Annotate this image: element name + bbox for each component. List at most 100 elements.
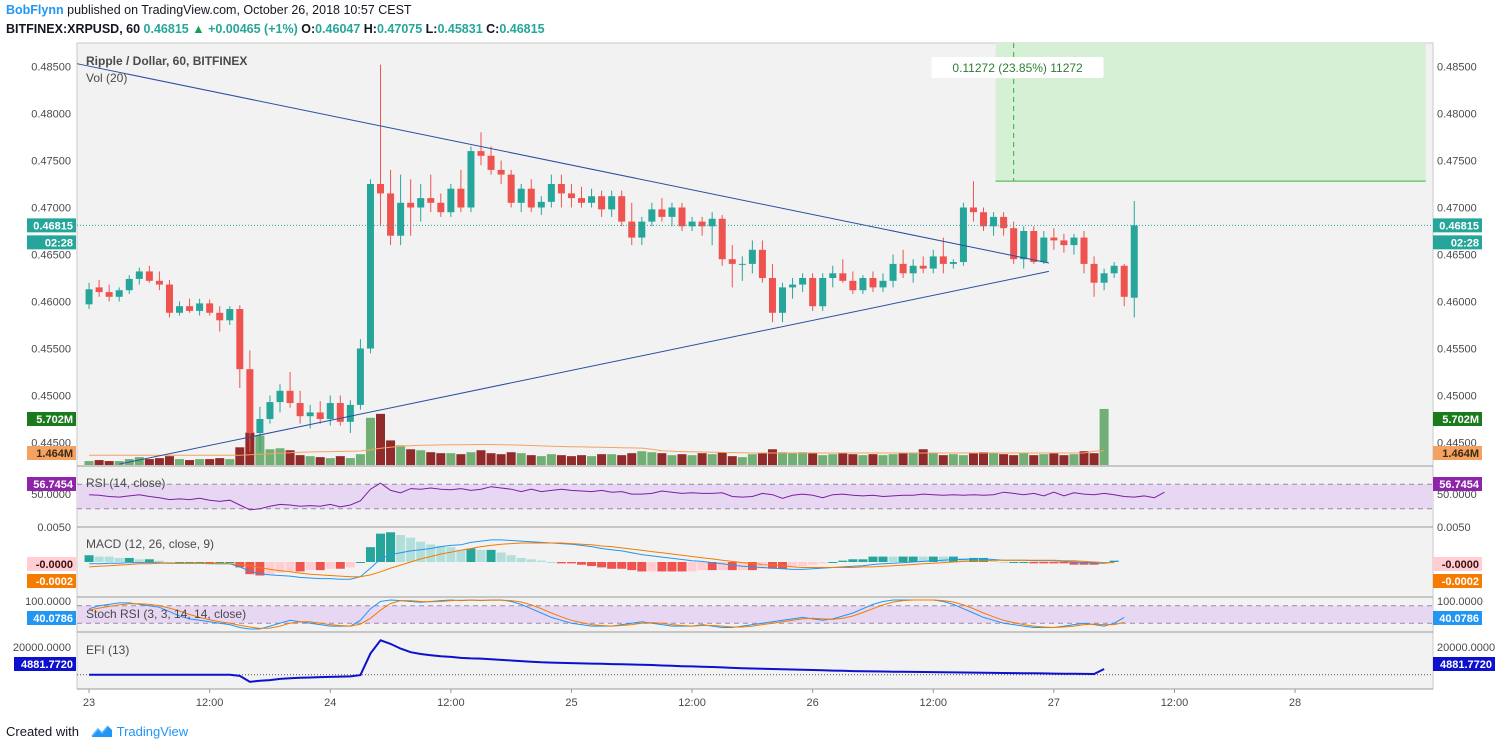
volume-bar — [727, 456, 737, 465]
volume-bar — [868, 454, 878, 465]
candle-body — [557, 184, 565, 194]
macd-histogram-bar — [1029, 562, 1039, 564]
rsi-pane-title: RSI (14, close) — [86, 476, 165, 490]
candle-body — [879, 280, 887, 288]
candle-body — [1030, 231, 1038, 263]
macd-histogram-bar — [798, 562, 808, 567]
macd-histogram-bar — [365, 547, 375, 562]
macd-histogram-bar — [476, 549, 486, 562]
candle-body — [668, 207, 676, 217]
macd-histogram-bar — [426, 544, 436, 562]
macd-histogram-bar — [496, 552, 506, 562]
macd-histogram-bar — [868, 556, 878, 562]
volume-bar — [365, 417, 375, 465]
candle-body — [115, 290, 123, 297]
left-countdown-badge-bg — [27, 235, 76, 250]
volume-bar — [526, 455, 536, 465]
candle-body — [1010, 228, 1018, 260]
left-volume-ma-badge-bg — [27, 446, 76, 460]
candle-body — [1020, 231, 1028, 260]
ohlc-line: BITFINEX:XRPUSD, 60 0.46815 ▲ +0.00465 (… — [6, 22, 545, 36]
macd-histogram-bar — [325, 562, 335, 569]
macd-histogram-bar — [1109, 560, 1119, 562]
volume-bar — [757, 453, 767, 465]
volume-bar — [767, 449, 777, 465]
macd-histogram-bar — [566, 562, 576, 564]
volume-bar — [818, 455, 828, 465]
volume-bar — [446, 453, 456, 465]
macd-histogram-bar — [225, 562, 235, 563]
volume-bar — [617, 455, 627, 465]
open-value: 0.46047 — [315, 22, 361, 36]
volume-bar — [396, 445, 406, 465]
volume-bar — [144, 459, 154, 465]
volume-bar — [577, 455, 587, 465]
footer: Created with TradingView — [6, 724, 188, 739]
right-signal-badge-bg — [1433, 574, 1482, 588]
right-countdown-badge: 02:28 — [1451, 237, 1479, 249]
volume-bar — [104, 461, 114, 465]
right-volume-badge: 5.702M — [1442, 414, 1479, 426]
close-value: 0.46815 — [499, 22, 545, 36]
candle-body — [497, 169, 505, 175]
volume-bar — [657, 453, 667, 465]
rsi-line — [89, 482, 1165, 511]
volume-bar — [1009, 455, 1019, 465]
macd-histogram-bar — [84, 555, 94, 562]
volume-bar — [496, 454, 506, 465]
candle-body — [859, 278, 867, 291]
candle-body — [1000, 216, 1008, 229]
left-volume-ma-badge: 1.464M — [36, 448, 73, 460]
candle-body — [598, 196, 606, 210]
candle-body — [949, 262, 957, 264]
candle-body — [186, 306, 194, 311]
macd-histogram-bar — [195, 562, 205, 563]
candle-body — [1110, 265, 1118, 274]
macd-histogram-bar — [446, 547, 456, 562]
tradingview-brand-link[interactable]: TradingView — [116, 724, 189, 739]
macd-histogram-bar — [597, 562, 607, 568]
left-price-tick-label: 0.47000 — [31, 203, 71, 215]
volume-bar — [968, 453, 978, 465]
tradingview-logo-icon — [91, 725, 112, 737]
right-macd-badge-bg — [1433, 557, 1482, 571]
candle-body — [326, 403, 334, 419]
volume-bar — [175, 459, 185, 465]
volume-bar — [355, 454, 365, 465]
candle-body — [909, 265, 917, 274]
macd-histogram-bar — [335, 562, 345, 569]
macd-histogram-bar — [637, 562, 647, 572]
author-link[interactable]: BobFlynn — [6, 3, 64, 17]
volume-bar — [134, 457, 144, 465]
macd-histogram-bar — [727, 562, 737, 571]
volume-bar — [747, 454, 757, 465]
volume-bar — [84, 461, 94, 465]
candle-body — [427, 198, 435, 203]
candle-body — [1070, 237, 1078, 246]
volume-bar — [1079, 451, 1089, 465]
volume-bar — [1019, 453, 1029, 465]
candle-body — [336, 403, 344, 422]
candle-body — [1130, 225, 1138, 298]
macd-histogram-bar — [1059, 562, 1069, 564]
left-volume-badge-bg — [27, 412, 76, 426]
published-text: published on TradingView.com, October 26… — [67, 3, 412, 17]
volume-bar — [1049, 453, 1059, 465]
volume-bar — [677, 454, 687, 465]
macd-histogram-bar — [1049, 562, 1059, 564]
macd-histogram-bar — [808, 562, 818, 565]
candle-body — [236, 309, 244, 370]
macd-histogram-bar — [255, 562, 265, 576]
candle-body — [1090, 263, 1098, 283]
volume-bar — [315, 457, 325, 465]
candle-body — [929, 256, 937, 269]
left-efi-badge: 4881.7720 — [21, 659, 73, 671]
low-value: 0.45831 — [437, 22, 483, 36]
volume-bar — [94, 460, 104, 465]
candle-body — [919, 265, 927, 269]
candle-body — [768, 278, 776, 313]
change-arrow-icon: ▲ — [192, 22, 205, 36]
macd-histogram-bar — [908, 556, 918, 562]
volume-bar — [1029, 455, 1039, 465]
